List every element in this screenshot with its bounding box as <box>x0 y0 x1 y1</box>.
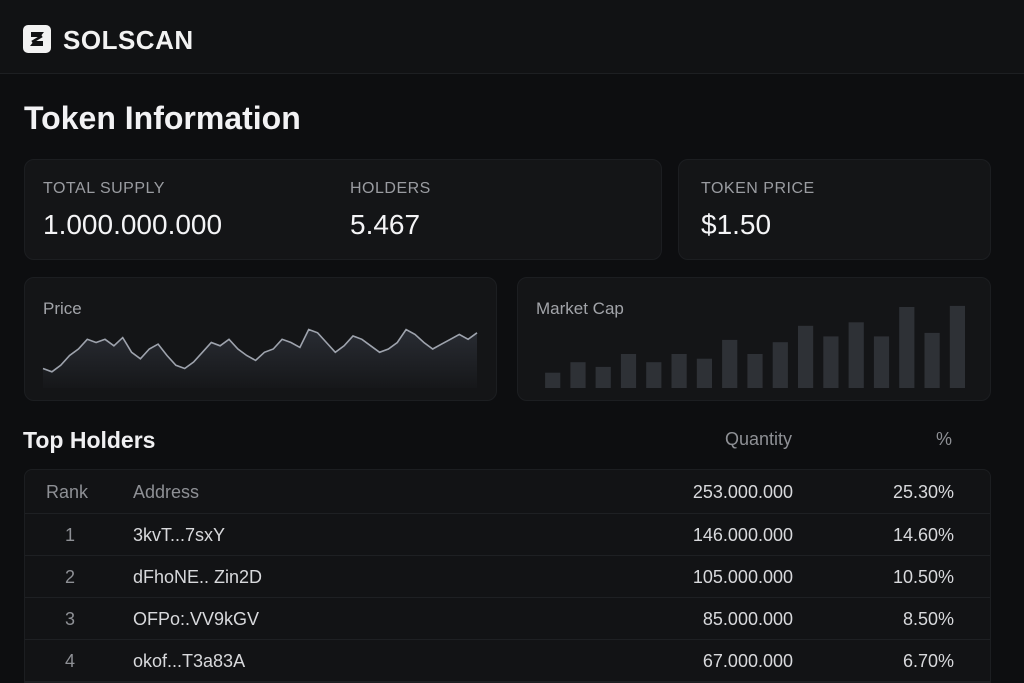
solscan-logo-icon[interactable] <box>23 25 51 53</box>
market-cap-bar[interactable] <box>671 354 687 388</box>
quantity-cell: 146.000.000 <box>692 525 793 545</box>
top-navbar: SOLSCAN <box>0 0 1024 74</box>
rank-cell: 2 <box>64 567 75 587</box>
rank-cell: 1 <box>64 525 75 545</box>
rank-cell: 4 <box>64 651 75 671</box>
market-cap-bar[interactable] <box>620 354 637 388</box>
top-holders-table: Rank Address 253.000.000 25.30% 1 3kvT..… <box>24 469 991 683</box>
brand-name[interactable]: SOLSCAN <box>63 25 194 55</box>
percent-cell: 8.50% <box>902 609 954 629</box>
token-price-card: TOKEN PRICE $1.50 <box>678 159 991 260</box>
market-cap-bar[interactable] <box>696 358 712 388</box>
percent-cell: 6.70% <box>902 651 954 671</box>
percent-cell: 14.60% <box>892 525 954 545</box>
price-chart-title: Price <box>43 299 82 318</box>
table-row[interactable]: 3 OFPo:.VV9kGV 85.000.000 8.50% <box>25 598 990 640</box>
table-row[interactable]: 4 okof...T3a83A 67.000.000 6.70% <box>25 640 990 682</box>
market-cap-bar[interactable] <box>899 307 915 388</box>
market-cap-bar[interactable] <box>722 339 738 388</box>
price-chart <box>42 328 478 388</box>
holders-value: 5.467 <box>350 209 421 240</box>
supply-holders-card: TOTAL SUPPLY 1.000.000.000 HOLDERS 5.467 <box>24 159 662 260</box>
percent-cell: 10.50% <box>892 567 954 587</box>
price-chart-card: Price <box>24 277 497 401</box>
top-holders-title: Top Holders <box>23 427 156 453</box>
quantity-cell: 105.000.000 <box>692 567 793 587</box>
quantity-column-header[interactable]: Quantity <box>724 429 792 449</box>
token-price-label: TOKEN PRICE <box>701 180 815 197</box>
market-cap-chart <box>545 305 965 388</box>
market-cap-chart-title: Market Cap <box>536 299 624 318</box>
market-cap-bar[interactable] <box>848 322 864 388</box>
quantity-cell: 85.000.000 <box>702 609 793 629</box>
address-link[interactable]: 3kvT...7sxY <box>133 525 226 545</box>
market-cap-chart-card: Market Cap <box>517 277 991 401</box>
quantity-cell: 67.000.000 <box>702 651 793 671</box>
market-cap-bar[interactable] <box>823 336 839 388</box>
market-cap-bar[interactable] <box>949 305 965 388</box>
market-cap-bar[interactable] <box>798 325 814 388</box>
total-supply-label: TOTAL SUPPLY <box>43 180 165 197</box>
market-cap-bar[interactable] <box>595 366 611 388</box>
market-cap-bar[interactable] <box>772 342 788 388</box>
total-supply-value: 1.000.000.000 <box>43 209 223 240</box>
address-link[interactable]: okof...T3a83A <box>133 651 246 671</box>
table-header-row: Rank Address 253.000.000 25.30% <box>25 470 990 514</box>
address-column-header[interactable]: Address <box>133 482 200 502</box>
market-cap-bar[interactable] <box>747 354 763 388</box>
market-cap-bar[interactable] <box>873 336 890 388</box>
price-series-line[interactable] <box>42 328 478 373</box>
address-link[interactable]: OFPo:.VV9kGV <box>133 609 260 629</box>
address-link[interactable]: dFhoNE.. Zin2D <box>133 567 263 587</box>
market-cap-bar[interactable] <box>924 332 940 388</box>
holders-label: HOLDERS <box>350 180 431 197</box>
market-cap-bar[interactable] <box>646 362 662 388</box>
percent-column-header[interactable]: % <box>935 429 952 449</box>
market-cap-bar[interactable] <box>545 372 561 388</box>
market-cap-bar[interactable] <box>570 362 586 388</box>
token-price-value: $1.50 <box>701 209 772 240</box>
price-area-fill <box>43 329 477 388</box>
table-row[interactable]: 1 3kvT...7sxY 146.000.000 14.60% <box>25 514 990 556</box>
table-row[interactable]: 2 dFhoNE.. Zin2D 105.000.000 10.50% <box>25 556 990 598</box>
rank-column-header[interactable]: Rank <box>45 482 89 502</box>
header-row-quantity: 253.000.000 <box>692 482 793 502</box>
page-title: Token Information <box>24 100 301 136</box>
rank-cell: 3 <box>64 609 75 629</box>
header-row-percent: 25.30% <box>892 482 954 502</box>
